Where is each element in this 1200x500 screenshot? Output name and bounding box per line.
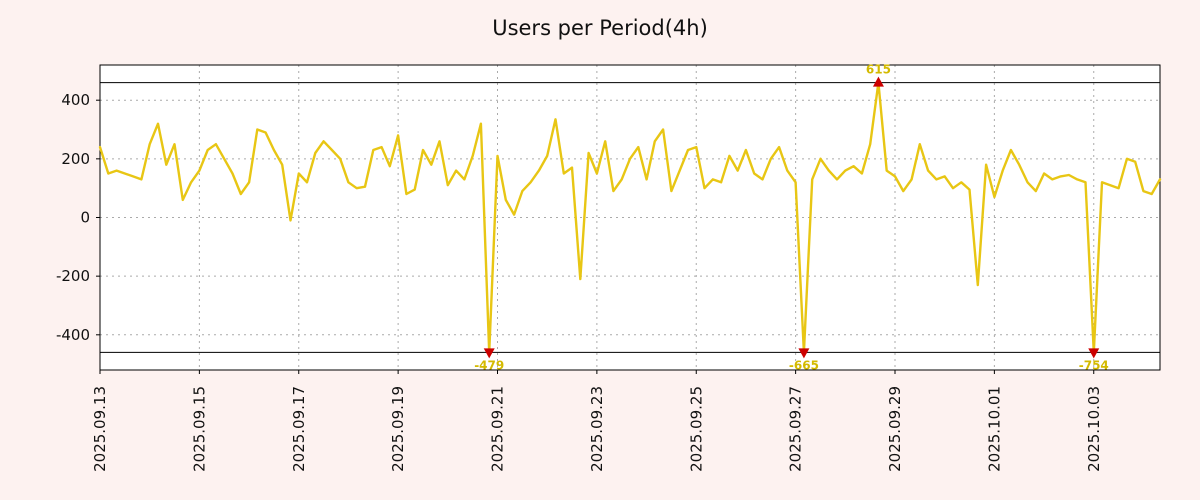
plot-border <box>99 64 1161 371</box>
x-tick-label: 2025.10.03 <box>1085 386 1103 472</box>
y-tick-label: 200 <box>61 150 90 168</box>
series-line <box>98 81 1162 354</box>
y-tick-label: -200 <box>56 267 90 285</box>
x-tick-label: 2025.09.25 <box>687 386 705 472</box>
min-marker-icon <box>1088 348 1100 359</box>
min-value-label: -479 <box>474 358 504 372</box>
x-tick-label: 2025.09.15 <box>190 386 208 472</box>
x-tick-label: 2025.09.17 <box>290 386 308 472</box>
min-value-label: -754 <box>1079 358 1109 372</box>
x-tick-label: 2025.09.19 <box>389 386 407 472</box>
y-tick-label: -400 <box>56 326 90 344</box>
x-tick-label: 2025.09.13 <box>91 386 109 472</box>
max-value-label: 615 <box>866 63 891 77</box>
min-value-label: -665 <box>789 358 819 372</box>
chart-title: Users per Period(4h) <box>492 16 708 40</box>
x-tick-label: 2025.09.27 <box>787 386 805 472</box>
min-marker-icon <box>798 348 810 359</box>
x-tick-label: 2025.09.21 <box>489 386 507 472</box>
x-tick-label: 2025.09.29 <box>886 386 904 472</box>
y-tick-label: 400 <box>61 91 90 109</box>
max-marker-icon <box>872 76 884 87</box>
min-marker-icon <box>483 348 495 359</box>
x-tick-label: 2025.09.23 <box>588 386 606 472</box>
y-tick-label: 0 <box>80 209 90 227</box>
x-tick-label: 2025.10.01 <box>985 386 1003 472</box>
